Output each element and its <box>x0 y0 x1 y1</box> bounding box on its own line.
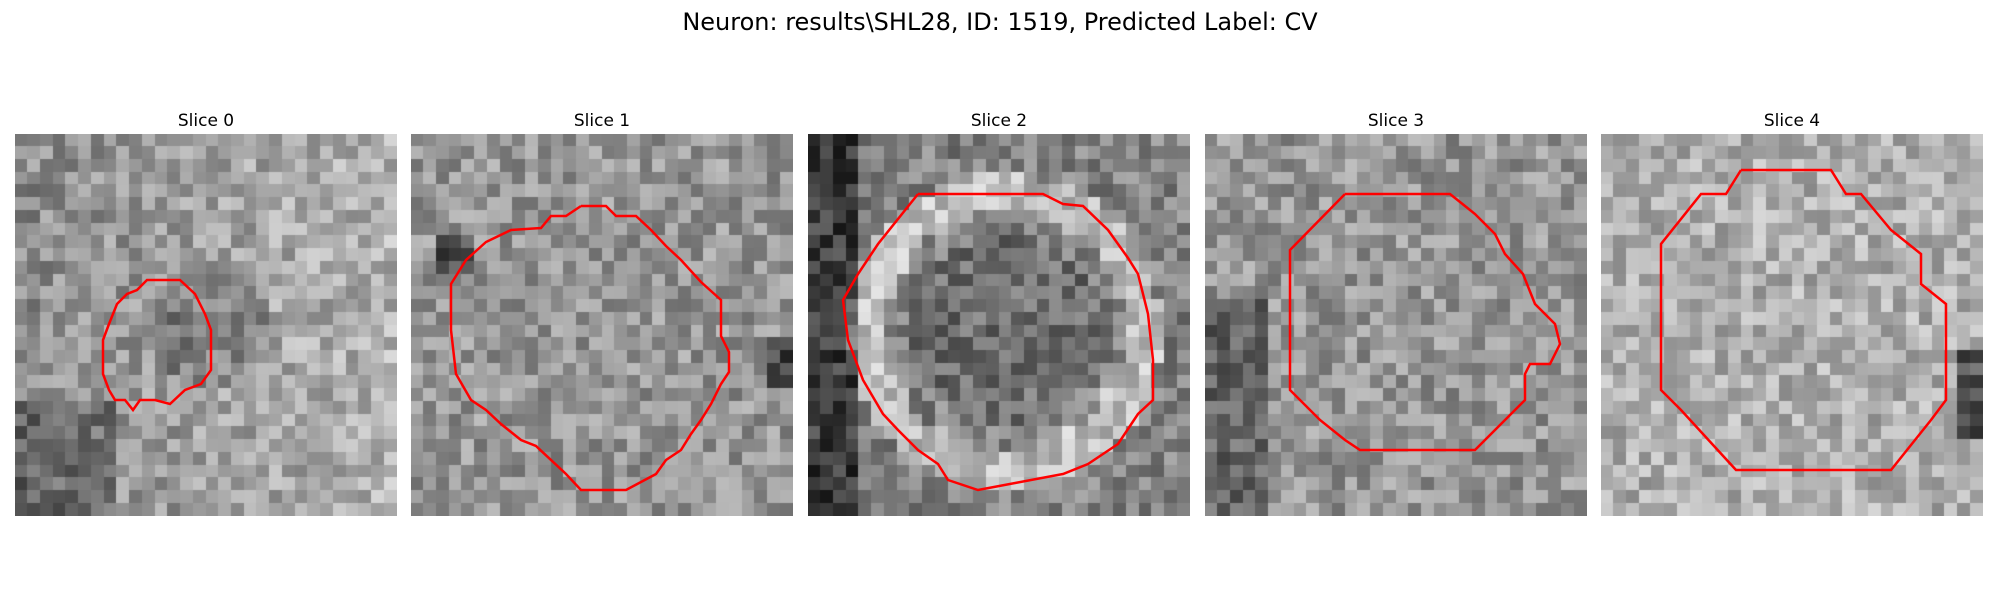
slice-title-4: Slice 4 <box>1763 111 1821 131</box>
slice-title-3: Slice 3 <box>1367 111 1425 131</box>
cell-contour-1 <box>449 204 731 492</box>
slice-panel-1: Slice 1 <box>411 108 793 516</box>
contour-overlay-1 <box>449 204 731 492</box>
slice-image-4 <box>1601 134 1983 516</box>
contour-overlay-0 <box>101 278 213 413</box>
slice-title-1: Slice 1 <box>573 111 631 131</box>
cell-contour-2 <box>841 192 1155 492</box>
slice-image-0 <box>15 134 397 516</box>
figure-title: Neuron: results\SHL28, ID: 1519, Predict… <box>682 8 1318 36</box>
slice-image-3 <box>1205 134 1587 516</box>
slice-panel-3: Slice 3 <box>1205 108 1587 516</box>
cell-contour-0 <box>101 278 213 413</box>
contour-overlay-4 <box>1659 168 1948 472</box>
slice-image-1 <box>411 134 793 516</box>
slice-panel-2: Slice 2 <box>808 108 1190 516</box>
slice-image-2 <box>808 134 1190 516</box>
contour-overlay-3 <box>1288 192 1562 452</box>
slice-title-0: Slice 0 <box>177 111 235 131</box>
cell-contour-4 <box>1659 168 1948 472</box>
slice-panel-4: Slice 4 <box>1601 108 1983 516</box>
cell-contour-3 <box>1288 192 1562 452</box>
slice-panel-0: Slice 0 <box>15 108 397 516</box>
contour-overlay-2 <box>841 192 1155 492</box>
slice-title-2: Slice 2 <box>970 111 1028 131</box>
